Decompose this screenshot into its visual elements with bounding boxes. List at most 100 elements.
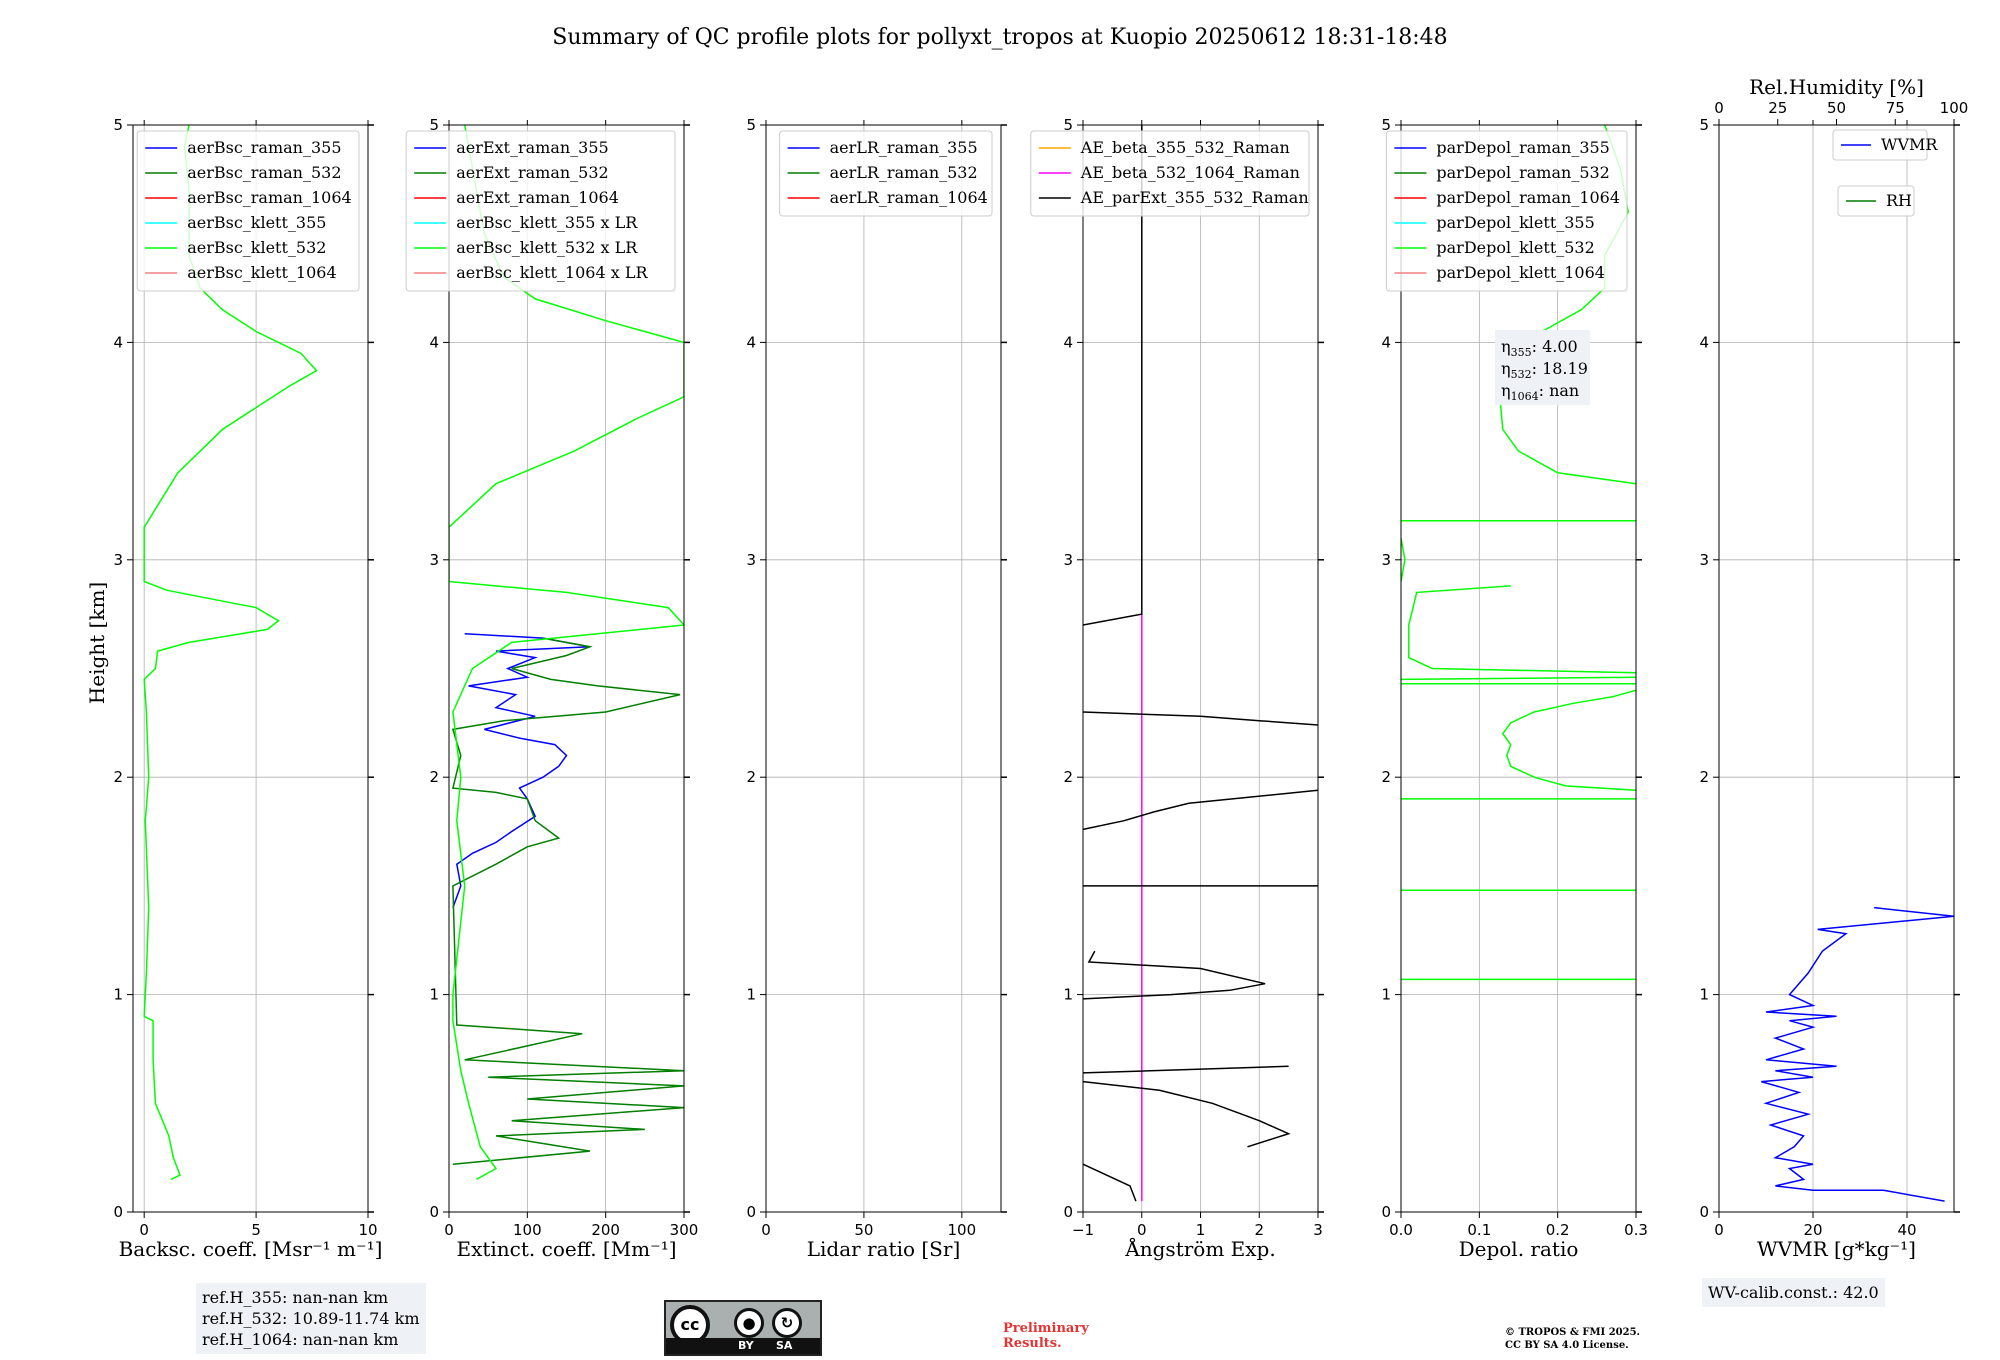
cc-by-label: BY (738, 1339, 754, 1352)
x-tick-label: 100 (513, 1221, 542, 1239)
x-tick-label: 50 (854, 1221, 873, 1239)
y-tick-label: 5 (746, 116, 756, 134)
x-axis-label: Extinct. coeff. [Mm⁻¹] (456, 1237, 676, 1261)
x-tick-label: −1 (1072, 1221, 1094, 1239)
y-tick-label: 5 (113, 116, 123, 134)
legend-label: aerBsc_klett_532 x LR (456, 238, 638, 257)
eta-annotation-line: η1064: nan (1501, 381, 1579, 403)
y-tick-label: 0 (1699, 1203, 1709, 1221)
y-tick-label: 4 (429, 333, 439, 351)
x-tick-label: 0 (1714, 1221, 1724, 1239)
legend-box (136, 130, 360, 292)
y-tick-label: 1 (113, 986, 123, 1004)
x-axis-label: Depol. ratio (1459, 1237, 1579, 1261)
series-line-AE_parExt_355_532_Raman (1083, 789, 1318, 831)
y-tick-label: 4 (1381, 333, 1391, 351)
wv-calibration-box: WV-calib.const.: 42.0 (1702, 1278, 1885, 1307)
series-line-aerBsc_klett_532 x LR (449, 125, 684, 1181)
eta-annotation-line: η355: 4.00 (1501, 337, 1578, 359)
y-tick-label: 1 (1699, 986, 1709, 1004)
y-tick-label: 4 (746, 333, 756, 351)
y-tick-label: 5 (1063, 116, 1073, 134)
y-tick-label: 5 (429, 116, 439, 134)
panel-water-vapor: 0 20 40 0 1 2 3 4 5 WVMR [g*kg⁻¹] 0 25 50 75 100 Rel.Hu… (1699, 75, 1968, 1261)
y-tick-label: 4 (1699, 333, 1709, 351)
legend-label: aerBsc_raman_355 (187, 138, 341, 157)
series-line-aerExt_raman_355 (452, 632, 591, 908)
legend-label: parDepol_klett_355 (1436, 213, 1594, 232)
x-axis-label: Ångström Exp. (1124, 1236, 1275, 1261)
y-tick-label: 0 (746, 1203, 756, 1221)
cc-sa-label: SA (776, 1339, 793, 1352)
axes-frame (1400, 124, 1637, 1213)
eta-annotation-line: η532: 18.19 (1501, 359, 1588, 381)
legend-label: aerBsc_klett_1064 (187, 263, 336, 282)
legend-label: aerBsc_klett_1064 x LR (456, 263, 648, 282)
y-tick-label: 3 (429, 551, 439, 569)
cc-label-bar: BY SA (666, 1338, 820, 1354)
y-tick-label: 2 (1063, 768, 1073, 786)
legend-label: AE_beta_532_1064_Raman (1080, 163, 1300, 182)
legend-label: aerBsc_raman_1064 (187, 188, 352, 207)
x-tick-label: 0 (444, 1221, 454, 1239)
legend-label: aerBsc_raman_532 (187, 163, 341, 182)
y-tick-label: 3 (746, 551, 756, 569)
x-axis-label: Backsc. coeff. [Msr⁻¹ m⁻¹] (119, 1237, 383, 1261)
y-tick-label: 2 (746, 768, 756, 786)
ref-height-355: ref.H_355: nan-nan km (202, 1288, 389, 1307)
legend-label: aerExt_raman_355 (456, 138, 609, 157)
x-tick-label: 0 (1137, 1221, 1147, 1239)
y-tick-label: 1 (1063, 986, 1073, 1004)
x-tick-label: 10 (358, 1221, 377, 1239)
x-tick-label: 0.1 (1467, 1221, 1491, 1239)
legend-label: parDepol_klett_532 (1436, 238, 1594, 257)
y-tick-label: 0 (429, 1203, 439, 1221)
x-axis-label: Lidar ratio [Sr] (807, 1237, 961, 1261)
x-tick-label: 0 (761, 1221, 771, 1239)
series-line-AE_parExt_355_532_Raman (1083, 711, 1318, 726)
y-tick-label: 3 (1699, 551, 1709, 569)
legend-label: RH (1886, 191, 1912, 210)
reference-height-box: ref.H_355: nan-nan km ref.H_532: 10.89-1… (196, 1283, 426, 1354)
legend-box (1030, 130, 1310, 217)
legend-label: aerExt_raman_1064 (456, 188, 619, 207)
y-tick-label: 2 (429, 768, 439, 786)
y-tick-label: 1 (746, 986, 756, 1004)
panel-extinction: 0 100 200 300 0 1 2 3 4 5 Extinct. coeff. [Mm⁻¹] ae… (405, 116, 698, 1261)
copyright-notice: © TROPOS & FMI 2025. CC BY SA 4.0 Licens… (1505, 1327, 1641, 1351)
legend-label: WVMR (1881, 135, 1938, 154)
x-tick-label: 100 (948, 1221, 977, 1239)
series-line-AE_parExt_355_532_Raman (1083, 1163, 1137, 1202)
x-axis-label: WVMR [g*kg⁻¹] (1757, 1237, 1916, 1261)
legend-label: aerBsc_klett_355 (187, 213, 326, 232)
y-tick-label: 2 (113, 768, 123, 786)
panel-depolarization: 0.0 0.1 0.2 0.3 0 1 2 3 4 5 Depol. ratio parDepol_r… (1381, 116, 1647, 1261)
axes-frame (132, 124, 369, 1213)
x2-tick-label: 50 (1827, 99, 1846, 117)
series-line-WVMR (1761, 906, 1954, 1202)
legend-label: parDepol_klett_1064 (1436, 263, 1605, 282)
legend-label: aerBsc_klett_532 (187, 238, 326, 257)
preliminary-notice: Preliminary Results. (1003, 1321, 1089, 1351)
cc-license-logo: cc ● ↻ BY SA (664, 1300, 822, 1356)
x2-tick-label: 100 (1940, 99, 1969, 117)
series-line-parDepol_klett_532 (1501, 689, 1636, 791)
x2-tick-label: 0 (1714, 99, 1724, 117)
series-line-parDepol_klett_532 (1408, 585, 1636, 674)
y-tick-label: 2 (1699, 768, 1709, 786)
x2-tick-label: 75 (1886, 99, 1905, 117)
axes-frame (765, 124, 1002, 1213)
x-tick-label: 0.3 (1624, 1221, 1648, 1239)
x-tick-label: 20 (1803, 1221, 1822, 1239)
y-tick-label: 3 (1063, 551, 1073, 569)
y-tick-label: 0 (113, 1203, 123, 1221)
series-line-AE_parExt_355_532_Raman (1083, 125, 1143, 626)
share-alike-icon: ↻ (772, 1308, 802, 1338)
series-line-AE_parExt_355_532_Raman (1083, 1080, 1291, 1148)
y-tick-label: 0 (1063, 1203, 1073, 1221)
legend-label: aerLR_raman_532 (830, 163, 978, 182)
x-tick-label: 40 (1897, 1221, 1916, 1239)
legend-label: parDepol_raman_355 (1436, 138, 1609, 157)
